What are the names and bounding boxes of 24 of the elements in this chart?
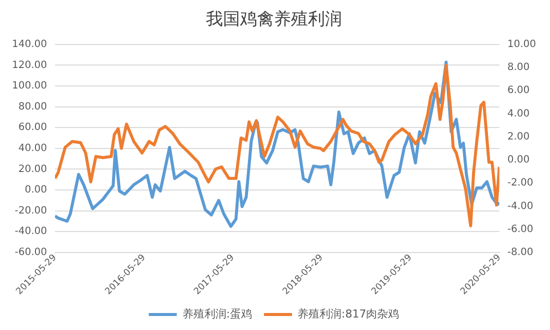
y-tick-label: 120.00: [12, 60, 47, 71]
y2-tick-label: -2.00: [507, 178, 534, 189]
y2-tick-label: 8.00: [507, 62, 530, 74]
y-tick-label: 100.00: [12, 80, 47, 92]
chart-title: 我国鸡禽养殖利润: [206, 10, 342, 30]
y-tick-label: -60.00: [14, 246, 47, 258]
y2-tick-label: 6.00: [507, 85, 530, 96]
y2-tick-label: 0.00: [507, 154, 530, 166]
y2-tick-label: -4.00: [507, 200, 534, 212]
y-tick-label: 20.00: [18, 164, 47, 175]
y2-tick-label: -8.00: [507, 246, 534, 258]
y2-tick-label: -6.00: [507, 224, 534, 235]
y2-tick-label: 2.00: [507, 131, 530, 142]
y-tick-label: -40.00: [14, 226, 47, 238]
y-tick-label: 0.00: [24, 184, 47, 196]
y-tick-label: -20.00: [14, 205, 47, 216]
y2-tick-label: 4.00: [507, 108, 530, 120]
legend-label: 养殖利润:蛋鸡: [182, 307, 252, 320]
y-tick-label: 60.00: [18, 122, 47, 134]
legend-label: 养殖利润:817肉杂鸡: [298, 307, 400, 320]
y-tick-label: 140.00: [12, 38, 47, 50]
y2-tick-label: 10.00: [507, 38, 536, 50]
y-tick-label: 80.00: [18, 101, 47, 112]
y-tick-label: 40.00: [18, 142, 47, 154]
